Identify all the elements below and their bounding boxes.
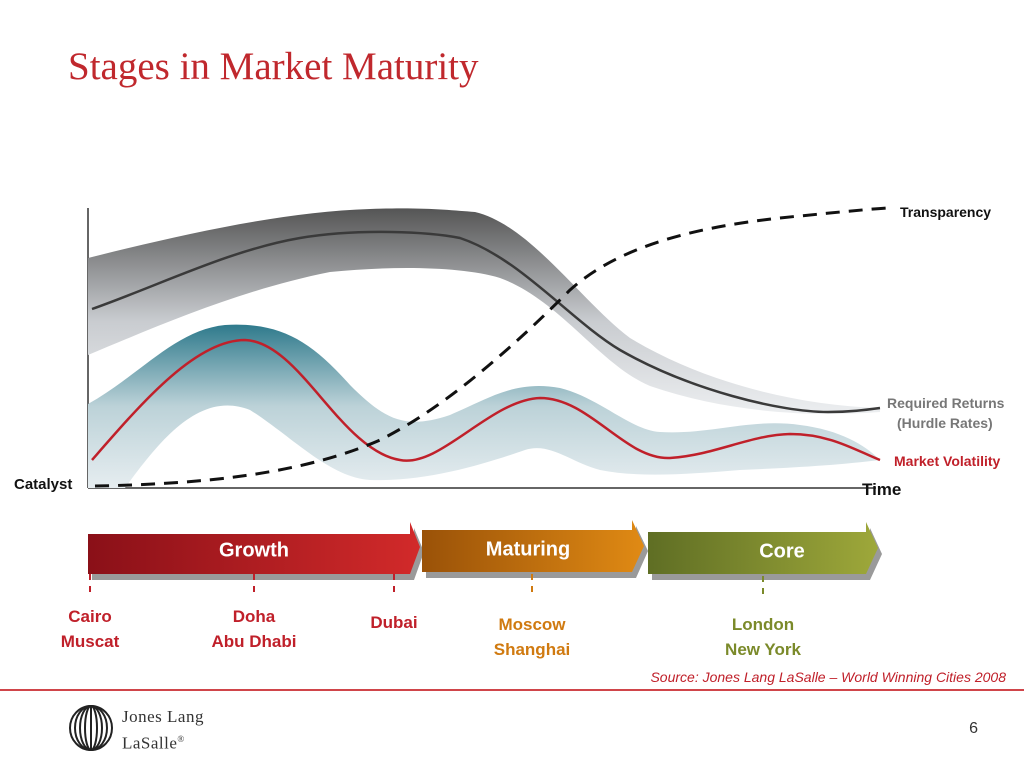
jll-logo-text: Jones Lang LaSalle® <box>122 706 204 755</box>
stage-growth: Growth <box>219 539 289 562</box>
tick-moscow <box>531 574 533 592</box>
stage-arrows <box>88 520 882 580</box>
city-london: London <box>731 615 795 634</box>
maturing-arrow <box>422 520 644 572</box>
growth-arrow <box>88 522 420 574</box>
logo-line1: Jones Lang <box>122 707 204 726</box>
source-note: Source: Jones Lang LaSalle – World Winni… <box>650 669 1006 685</box>
required-returns-label-1: Required Returns <box>887 395 1005 411</box>
tick-london <box>762 576 764 594</box>
cities-doha-abudhabi: Doha Abu Dhabi <box>212 604 297 654</box>
stage-maturing: Maturing <box>485 538 571 561</box>
stage-core: Core <box>759 540 805 563</box>
cities-london-newyork: London New York <box>725 612 801 662</box>
city-muscat: Muscat <box>60 632 120 651</box>
time-label: Time <box>862 480 902 499</box>
logo-registered-mark: ® <box>177 734 185 744</box>
tick-dubai <box>393 574 395 592</box>
city-abu-dhabi: Abu Dhabi <box>211 632 297 651</box>
city-new-york: New York <box>725 640 801 659</box>
market-volatility-line <box>91 338 881 462</box>
city-cairo: Cairo <box>68 607 112 626</box>
tick-doha <box>253 574 255 592</box>
page-number: 6 <box>969 720 978 737</box>
catalyst-label: Catalyst <box>14 476 73 493</box>
market-volatility-band <box>88 324 880 488</box>
cities-moscow-shanghai: Moscow Shanghai <box>494 612 571 662</box>
market-volatility-label: Market Volatility <box>894 453 1001 469</box>
jll-logo-mark <box>69 705 113 751</box>
city-shanghai: Shanghai <box>493 640 571 659</box>
transparency-line <box>94 206 889 488</box>
footer-divider <box>0 689 1024 691</box>
core-arrow <box>648 522 878 574</box>
cities-dubai: Dubai <box>370 610 417 635</box>
logo-line2: LaSalle <box>122 733 178 753</box>
city-moscow: Moscow <box>498 615 566 634</box>
cities-cairo-muscat: Cairo Muscat <box>61 604 120 654</box>
required-returns-band <box>88 208 880 414</box>
city-dubai: Dubai <box>370 613 418 632</box>
required-returns-line <box>91 230 881 414</box>
transparency-label: Transparency <box>900 204 992 220</box>
tick-cairo <box>89 574 91 592</box>
city-doha: Doha <box>232 607 276 626</box>
required-returns-label-2: (Hurdle Rates) <box>897 415 993 431</box>
slide-title: Stages in Market Maturity <box>68 45 479 88</box>
